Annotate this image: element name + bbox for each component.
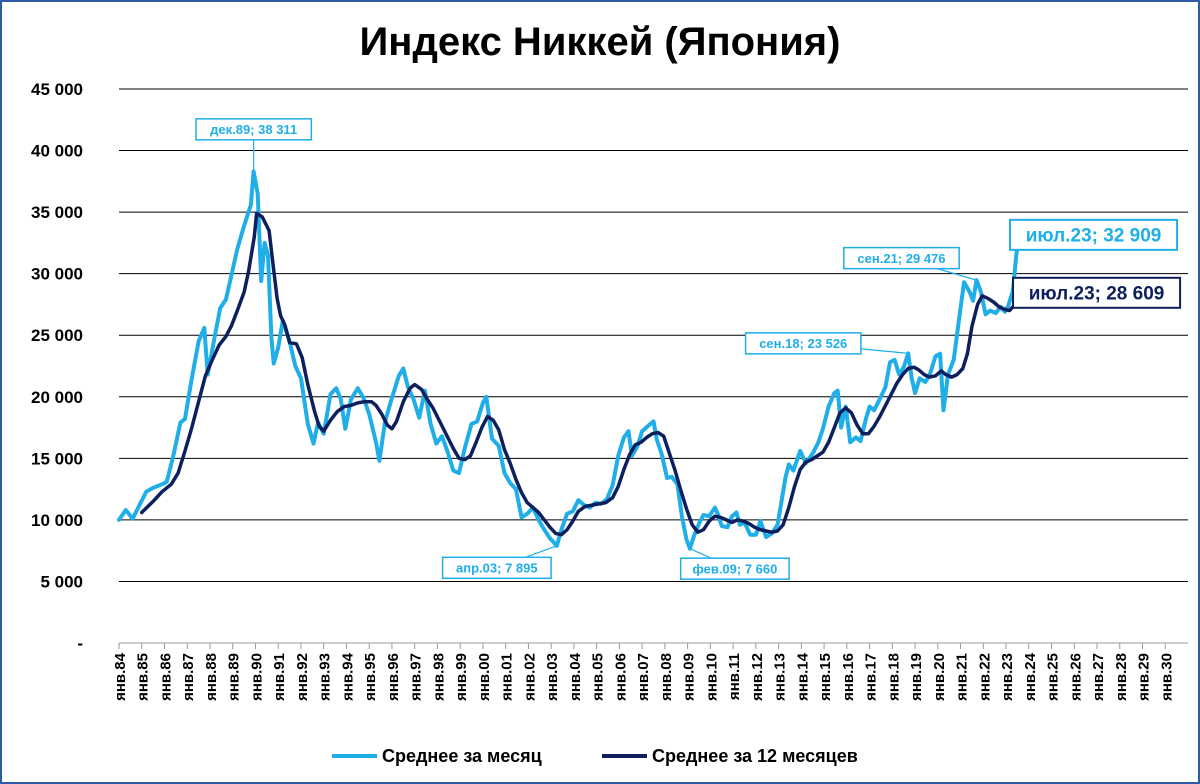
y-tick-label: 40 000: [31, 142, 83, 161]
x-tick-label: янв.20: [931, 653, 948, 701]
x-tick-label: янв.13: [772, 653, 789, 701]
legend-label: Среднее за 12 месяцев: [652, 746, 858, 766]
callout-text: июл.23; 28 609: [1029, 284, 1165, 305]
x-tick-label: янв.01: [499, 653, 516, 701]
x-tick-label: янв.28: [1113, 653, 1130, 701]
x-tick-label: янв.04: [567, 652, 584, 701]
x-tick-label: янв.92: [294, 653, 311, 701]
y-tick-label: 20 000: [31, 388, 83, 407]
y-tick-label: 5 000: [40, 572, 83, 591]
x-tick-label: янв.07: [635, 653, 652, 701]
y-tick-label: 25 000: [31, 326, 83, 345]
x-tick-label: янв.06: [612, 653, 629, 701]
annotations: дек.89; 38 311 апр.03; 7 895 фев.09; 7 660…: [195, 118, 1182, 580]
x-tick-label: янв.89: [226, 653, 243, 701]
legend: Среднее за месяц Среднее за 12 месяцев: [332, 746, 858, 766]
callout-box: [1012, 276, 1182, 309]
x-tick-label: янв.11: [726, 653, 743, 700]
y-tick-label: -: [77, 634, 83, 653]
x-tick-label: янв.19: [908, 653, 925, 701]
x-tick-label: янв.97: [408, 653, 425, 701]
y-tick-label: 10 000: [31, 511, 83, 530]
callout-text: июл.23; 32 909: [1026, 226, 1162, 247]
x-tick-label: янв.91: [271, 653, 288, 701]
x-tick-label: янв.94: [339, 652, 356, 701]
callout-text: фев.09; 7 660: [692, 561, 777, 576]
x-tick-label: янв.05: [590, 653, 607, 701]
x-tick-label: янв.08: [658, 653, 675, 701]
x-tick-label: янв.93: [317, 653, 334, 701]
x-tick-label: янв.12: [749, 653, 766, 701]
callout-text: сен.18; 23 526: [759, 336, 847, 351]
x-tick-label: янв.18: [885, 653, 902, 701]
x-tick-label: янв.99: [453, 653, 470, 701]
x-axis: янв.84 янв.85 янв.86 янв.87 янв.88 янв.89 янв.…: [112, 643, 1175, 701]
data-label-callout: сен.21; 29 476: [843, 246, 977, 281]
callout-box: [843, 246, 960, 270]
callout-box: [679, 557, 790, 580]
series-line-12m: [139, 211, 1021, 537]
x-tick-label: янв.00: [476, 653, 493, 701]
x-tick-label: янв.09: [681, 653, 698, 701]
x-tick-label: янв.16: [840, 653, 857, 701]
x-tick-label: янв.87: [180, 653, 197, 701]
data-label-callout: сен.18; 23 526: [744, 332, 909, 355]
x-tick-label: янв.86: [157, 653, 174, 701]
data-label-callout: июл.23; 32 909: [1009, 218, 1179, 251]
y-tick-label: 30 000: [31, 265, 83, 284]
callout-box: [195, 118, 313, 141]
x-tick-label: янв.90: [248, 653, 265, 701]
x-tick-label: янв.98: [430, 653, 447, 701]
y-tick-label: 15 000: [31, 449, 83, 468]
x-tick-label: янв.21: [954, 653, 971, 701]
x-tick-label: янв.96: [385, 653, 402, 701]
x-tick-label: янв.88: [203, 653, 220, 701]
x-tick-label: янв.30: [1158, 653, 1175, 701]
x-tick-label: янв.26: [1067, 653, 1084, 701]
x-tick-label: янв.03: [544, 653, 561, 701]
x-tick-label: янв.25: [1045, 653, 1062, 701]
callout-text: сен.21; 29 476: [857, 251, 945, 266]
y-tick-label: 35 000: [31, 203, 83, 222]
callout-box: [744, 332, 862, 355]
x-tick-label: янв.15: [817, 653, 834, 701]
x-tick-label: янв.22: [976, 653, 993, 701]
x-tick-label: янв.10: [703, 653, 720, 701]
x-tick-label: янв.95: [362, 653, 379, 701]
x-tick-label: янв.85: [135, 653, 152, 701]
x-tick-label: янв.23: [999, 653, 1016, 701]
data-label-callout: фев.09; 7 660: [679, 548, 790, 580]
x-tick-label: янв.27: [1090, 653, 1107, 701]
data-label-callout: апр.03; 7 895: [441, 545, 558, 580]
x-tick-label: янв.02: [521, 653, 538, 701]
y-tick-label: 45 000: [31, 80, 83, 99]
gridlines: [119, 88, 1188, 582]
callout-text: дек.89; 38 311: [210, 122, 297, 137]
callout-text: апр.03; 7 895: [456, 560, 538, 575]
callout-box: [1009, 218, 1179, 251]
callout-box: [441, 556, 552, 580]
x-tick-label: янв.17: [863, 653, 880, 701]
x-tick-label: янв.84: [112, 652, 129, 701]
x-tick-label: янв.14: [794, 652, 811, 701]
data-label-callout: дек.89; 38 311: [195, 118, 313, 172]
data-label-callout: июл.23; 28 609: [1012, 276, 1182, 309]
x-tick-label: янв.29: [1136, 653, 1153, 701]
x-tick-label: янв.24: [1022, 652, 1039, 701]
chart-title: Индекс Никкей (Япония): [359, 20, 841, 64]
legend-label: Среднее за месяц: [382, 746, 542, 766]
